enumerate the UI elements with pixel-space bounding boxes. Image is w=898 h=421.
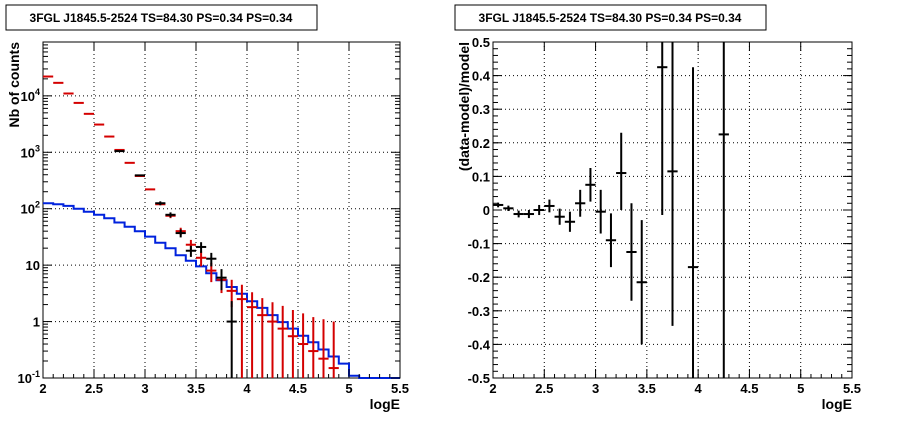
y-tick-label: 104 — [21, 87, 40, 104]
y-tick-label: 0.2 — [472, 136, 490, 151]
y-tick-label: 1 — [33, 315, 40, 330]
residual-point — [544, 199, 555, 213]
x-axis-label: logE — [370, 396, 400, 412]
model-point — [287, 310, 298, 378]
y-tick-label: 0 — [483, 203, 490, 218]
spectrum-panel: 3FGL J1845.5-2524 TS=84.30 PS=0.34 PS=0.… — [5, 4, 409, 412]
residual-point — [718, 42, 729, 378]
y-axis-label: Nb of counts — [6, 42, 22, 128]
residual-point — [667, 42, 678, 326]
residual-point — [595, 189, 606, 234]
y-tick-label: 10 — [26, 258, 40, 273]
x-tick-label: 5 — [345, 381, 352, 396]
y-axis-label: (data-model)/model — [456, 42, 472, 171]
y-tick-label: 102 — [21, 200, 40, 217]
chart-title: 3FGL J1845.5-2524 TS=84.30 PS=0.34 PS=0.… — [30, 11, 293, 25]
residual-point — [636, 220, 647, 345]
data-point — [185, 245, 196, 257]
marks — [43, 75, 400, 379]
x-tick-label: 3.5 — [187, 381, 205, 396]
data-point — [175, 229, 186, 238]
x-tick-label: 4 — [243, 381, 251, 396]
data-point — [165, 212, 176, 218]
residual-point — [605, 213, 617, 268]
x-tick-label: 2.5 — [535, 381, 553, 396]
x-tick-label: 2 — [489, 381, 496, 396]
y-tick-label: 103 — [21, 143, 40, 160]
residual-point — [585, 168, 596, 202]
residual-point — [564, 211, 576, 232]
residual-panel: 3FGL J1845.5-2524 TS=84.30 PS=0.34 PS=0.… — [454, 4, 861, 412]
residual-point — [554, 208, 565, 225]
x-tick-label: 3 — [141, 381, 148, 396]
data-point — [206, 252, 217, 267]
x-tick-label: 5.5 — [843, 381, 861, 396]
residual-point — [523, 210, 535, 219]
model-step-line — [43, 202, 400, 379]
model-point — [277, 305, 288, 378]
residual-point — [493, 202, 504, 208]
residual-point — [534, 204, 545, 216]
chart-title: 3FGL J1845.5-2524 TS=84.30 PS=0.34 PS=0.… — [479, 11, 742, 25]
title-box — [5, 4, 318, 31]
grid — [43, 42, 400, 378]
x-tick-label: 4.5 — [740, 381, 758, 396]
y-tick-label: 0.5 — [472, 35, 490, 50]
x-tick-label: 5 — [797, 381, 804, 396]
model-point — [298, 313, 309, 378]
residual-point — [626, 203, 637, 301]
y-tick-label: 0.3 — [472, 102, 490, 117]
residual-point — [616, 132, 627, 210]
model-point — [196, 251, 207, 267]
ticks: 2 2.5 3 3.5 4 4.5 5 5.5 10-1 1 10 102 103 104 — [18, 42, 409, 396]
data-point — [196, 242, 207, 253]
y-tick-label: -0.1 — [468, 237, 490, 252]
x-tick-label: 2.5 — [85, 381, 103, 396]
data-point — [216, 269, 227, 291]
model-point — [247, 292, 258, 378]
plot-frame — [42, 41, 401, 379]
ticks: 2 2.5 3 3.5 4 4.5 5 5.5 -0.5 -0.4 -0.3 -0.2 -0.1 0 0.1… — [468, 35, 861, 396]
residual-point — [575, 189, 586, 217]
x-tick-label: 3 — [592, 381, 599, 396]
residual-point — [687, 67, 699, 378]
residual-point — [503, 205, 514, 212]
x-tick-label: 3.5 — [638, 381, 656, 396]
y-tick-label: 10-1 — [18, 369, 40, 386]
model-point — [318, 319, 329, 378]
data-point — [155, 201, 166, 206]
y-tick-label: 0.4 — [472, 69, 491, 84]
model-point — [328, 321, 339, 378]
model-point — [257, 298, 268, 378]
y-tick-label: -0.4 — [468, 337, 491, 352]
x-tick-label: 2 — [39, 381, 46, 396]
model-point — [308, 317, 319, 378]
y-tick-label: 0.1 — [472, 169, 490, 184]
y-tick-label: -0.5 — [468, 371, 490, 386]
x-tick-label: 4 — [695, 381, 703, 396]
model-point — [236, 284, 247, 378]
y-tick-label: -0.2 — [468, 270, 490, 285]
model-point — [267, 302, 278, 378]
residual-point — [657, 42, 668, 216]
y-tick-label: -0.3 — [468, 304, 490, 319]
x-tick-label: 4.5 — [289, 381, 307, 396]
x-axis-label: logE — [822, 396, 852, 412]
x-tick-label: 5.5 — [391, 381, 409, 396]
title-box — [454, 4, 767, 31]
data-point — [226, 301, 237, 378]
marks — [493, 42, 729, 378]
residual-point — [513, 210, 524, 218]
